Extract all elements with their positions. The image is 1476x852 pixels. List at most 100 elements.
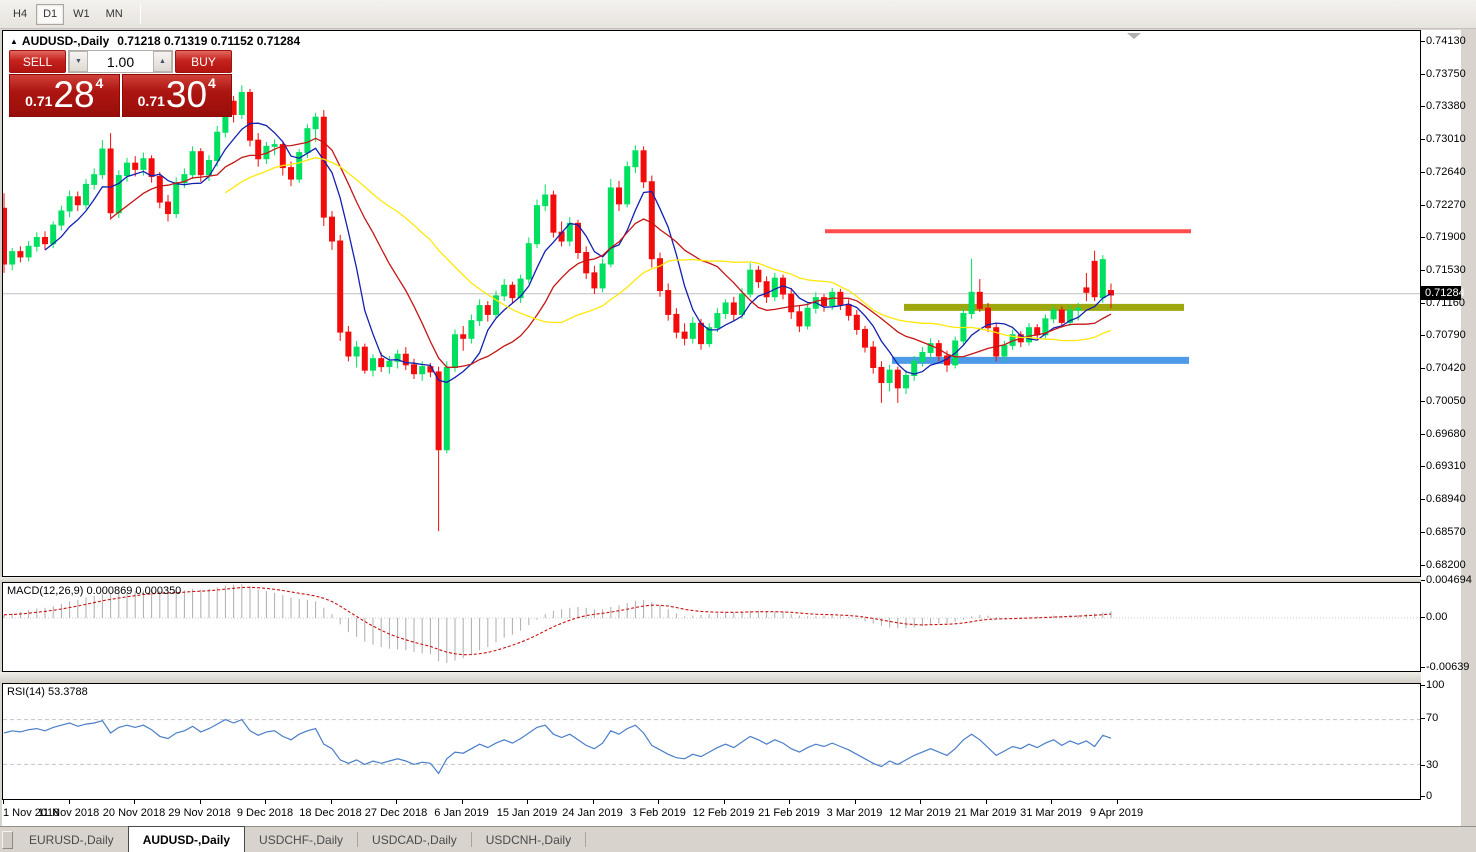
price-tick-label: 0.70790 xyxy=(1421,329,1466,342)
date-tick-label: 12 Mar 2019 xyxy=(889,807,951,819)
timeframe-button-h4[interactable]: H4 xyxy=(13,8,28,20)
date-tick-label: 24 Jan 2019 xyxy=(562,807,623,819)
price-tick-label: 0.71160 xyxy=(1421,296,1465,309)
date-tick xyxy=(330,800,332,804)
buy-price-pip: 4 xyxy=(208,75,216,91)
volume-increase-button[interactable]: ▲ xyxy=(153,51,172,72)
rsi-axis-label: 70 xyxy=(1420,712,1439,724)
window-frame-left xyxy=(0,29,2,824)
price-tick-label: 0.69310 xyxy=(1421,460,1466,473)
timeframe-button-mn[interactable]: MN xyxy=(105,8,123,20)
date-tick xyxy=(592,800,594,804)
tab-divider xyxy=(585,832,587,847)
symbol-tab-eurusd[interactable]: EURUSD-,Daily xyxy=(29,832,114,847)
date-tick xyxy=(1116,800,1118,804)
chart-symbol: AUDUSD-,Daily xyxy=(21,34,110,48)
date-tick xyxy=(789,800,790,804)
date-tick xyxy=(3,800,4,804)
date-tick-label: 27 Dec 2018 xyxy=(364,807,428,819)
symbol-arrow-icon: ▲ xyxy=(10,37,18,46)
macd-axis-label: 0.004694 xyxy=(1421,574,1472,586)
candlestick-chart[interactable] xyxy=(3,31,1420,576)
sell-price-panel[interactable]: 0.71 28 4 xyxy=(9,74,120,117)
date-tick-label: 31 Mar 2019 xyxy=(1020,807,1082,819)
rsi-chart[interactable] xyxy=(3,684,1420,799)
macd-axis-label: -0.00639 xyxy=(1420,661,1470,673)
sell-price-big: 28 xyxy=(53,74,95,115)
price-tick-label: 0.71900 xyxy=(1421,231,1466,244)
date-tick-label: 11 Nov 2018 xyxy=(37,807,100,819)
main-chart-pane[interactable]: ▲ AUDUSD-,Daily 0.71218 0.71319 0.71152 0.… xyxy=(2,30,1421,577)
rsi-indicator-pane[interactable]: RSI(14) 53.3788 xyxy=(2,683,1421,800)
symbol-tab-usdchf[interactable]: USDCHF-,Daily xyxy=(259,832,344,847)
pane-splitter-main-macd[interactable] xyxy=(0,577,1461,582)
date-tick xyxy=(920,800,921,804)
date-tick xyxy=(265,800,266,804)
date-tick xyxy=(68,800,70,804)
date-tick-label: 9 Dec 2018 xyxy=(236,807,294,819)
date-tick-label: 3 Mar 2019 xyxy=(826,807,883,819)
date-tick-label: 29 Nov 2018 xyxy=(168,807,231,819)
price-tick-label: 0.70420 xyxy=(1421,362,1466,375)
chart-title: ▲ AUDUSD-,Daily 0.71218 0.71319 0.71152 0.… xyxy=(10,34,300,48)
volume-value[interactable]: 1.00 xyxy=(106,53,135,70)
price-tick-label: 0.72270 xyxy=(1421,198,1466,211)
date-tick xyxy=(527,800,528,804)
buy-price-big: 30 xyxy=(165,74,208,115)
price-tick-label: 0.68570 xyxy=(1421,525,1466,538)
date-tick-label: 21 Feb 2019 xyxy=(758,807,820,819)
buy-button[interactable]: BUY xyxy=(175,50,232,73)
price-tick-label: 0.68200 xyxy=(1421,558,1466,571)
rsi-axis-label: 0 xyxy=(1420,790,1433,802)
tab-divider xyxy=(470,832,472,847)
macd-label: MACD(12,26,9) 0.000869 0.000350 xyxy=(7,585,182,597)
macd-chart[interactable] xyxy=(3,583,1420,671)
volume-spinner: ▼ 1.00 ▲ xyxy=(68,50,173,73)
date-tick-label: 12 Feb 2019 xyxy=(692,807,755,819)
one-click-trading-widget: SELL ▼ 1.00 ▲ BUY 0.71 28 4 0.71 30 4 xyxy=(9,50,232,117)
price-axis[interactable]: 0.71284 0.74130 0.73750 0.73380 0.73010 0.72… xyxy=(1420,30,1472,802)
date-tick-label: 6 Jan 2019 xyxy=(434,807,489,819)
date-tick-label: 3 Feb 2019 xyxy=(630,807,686,819)
symbol-tab-bar: EURUSD-,Daily AUDUSD-,Daily USDCHF-,Daily U… xyxy=(0,826,1476,852)
date-tick-label: 20 Nov 2018 xyxy=(102,807,166,819)
price-tick-label: 0.73380 xyxy=(1421,100,1466,113)
price-tick-label: 0.72640 xyxy=(1421,165,1466,178)
tab-bar-grip xyxy=(2,831,13,849)
date-tick-label: 9 Apr 2019 xyxy=(1089,807,1144,819)
price-tick-label: 0.70050 xyxy=(1421,394,1466,407)
date-tick-label: 15 Jan 2019 xyxy=(496,807,558,819)
symbol-tab-usdcad[interactable]: USDCAD-,Daily xyxy=(372,832,457,847)
buy-price-prefix: 0.71 xyxy=(137,93,165,109)
sell-price-pip: 4 xyxy=(95,75,104,91)
date-tick-label: 18 Dec 2018 xyxy=(299,807,362,819)
date-tick xyxy=(1051,800,1052,804)
price-tick-label: 0.71530 xyxy=(1421,264,1466,277)
date-tick xyxy=(199,800,201,804)
sell-button[interactable]: SELL xyxy=(9,50,66,73)
date-axis[interactable]: 1 Nov 2018 11 Nov 2018 20 Nov 2018 29 Nov 2… xyxy=(2,800,1461,826)
date-tick xyxy=(134,800,135,804)
date-tick xyxy=(985,800,987,804)
volume-decrease-button[interactable]: ▼ xyxy=(69,51,88,72)
symbol-tab-usdcnh[interactable]: USDCNH-,Daily xyxy=(485,832,572,847)
toolbar-separator xyxy=(139,4,141,24)
sell-price-prefix: 0.71 xyxy=(25,93,53,109)
date-tick xyxy=(396,800,397,804)
date-tick xyxy=(723,800,725,804)
timeframe-button-w1[interactable]: W1 xyxy=(73,8,90,20)
symbol-tab-audusd[interactable]: AUDUSD-,Daily xyxy=(127,826,246,852)
date-tick-label: 21 Mar 2019 xyxy=(954,807,1017,819)
date-tick xyxy=(854,800,856,804)
macd-indicator-pane[interactable]: MACD(12,26,9) 0.000869 0.000350 xyxy=(2,582,1421,672)
chart-ohlc-values: 0.71218 0.71319 0.71152 0.71284 xyxy=(117,34,301,48)
price-tick-label: 0.69680 xyxy=(1421,427,1466,440)
macd-axis-label: 0.00 xyxy=(1420,611,1448,623)
buy-price-panel[interactable]: 0.71 30 4 xyxy=(121,74,232,117)
current-price-badge: 0.71284 xyxy=(1421,285,1465,300)
price-tick-label: 0.68940 xyxy=(1421,493,1466,506)
price-tick-label: 0.73750 xyxy=(1421,67,1466,80)
timeframe-button-d1[interactable]: D1 xyxy=(36,3,65,25)
pane-splitter-macd-rsi[interactable] xyxy=(0,672,1461,683)
